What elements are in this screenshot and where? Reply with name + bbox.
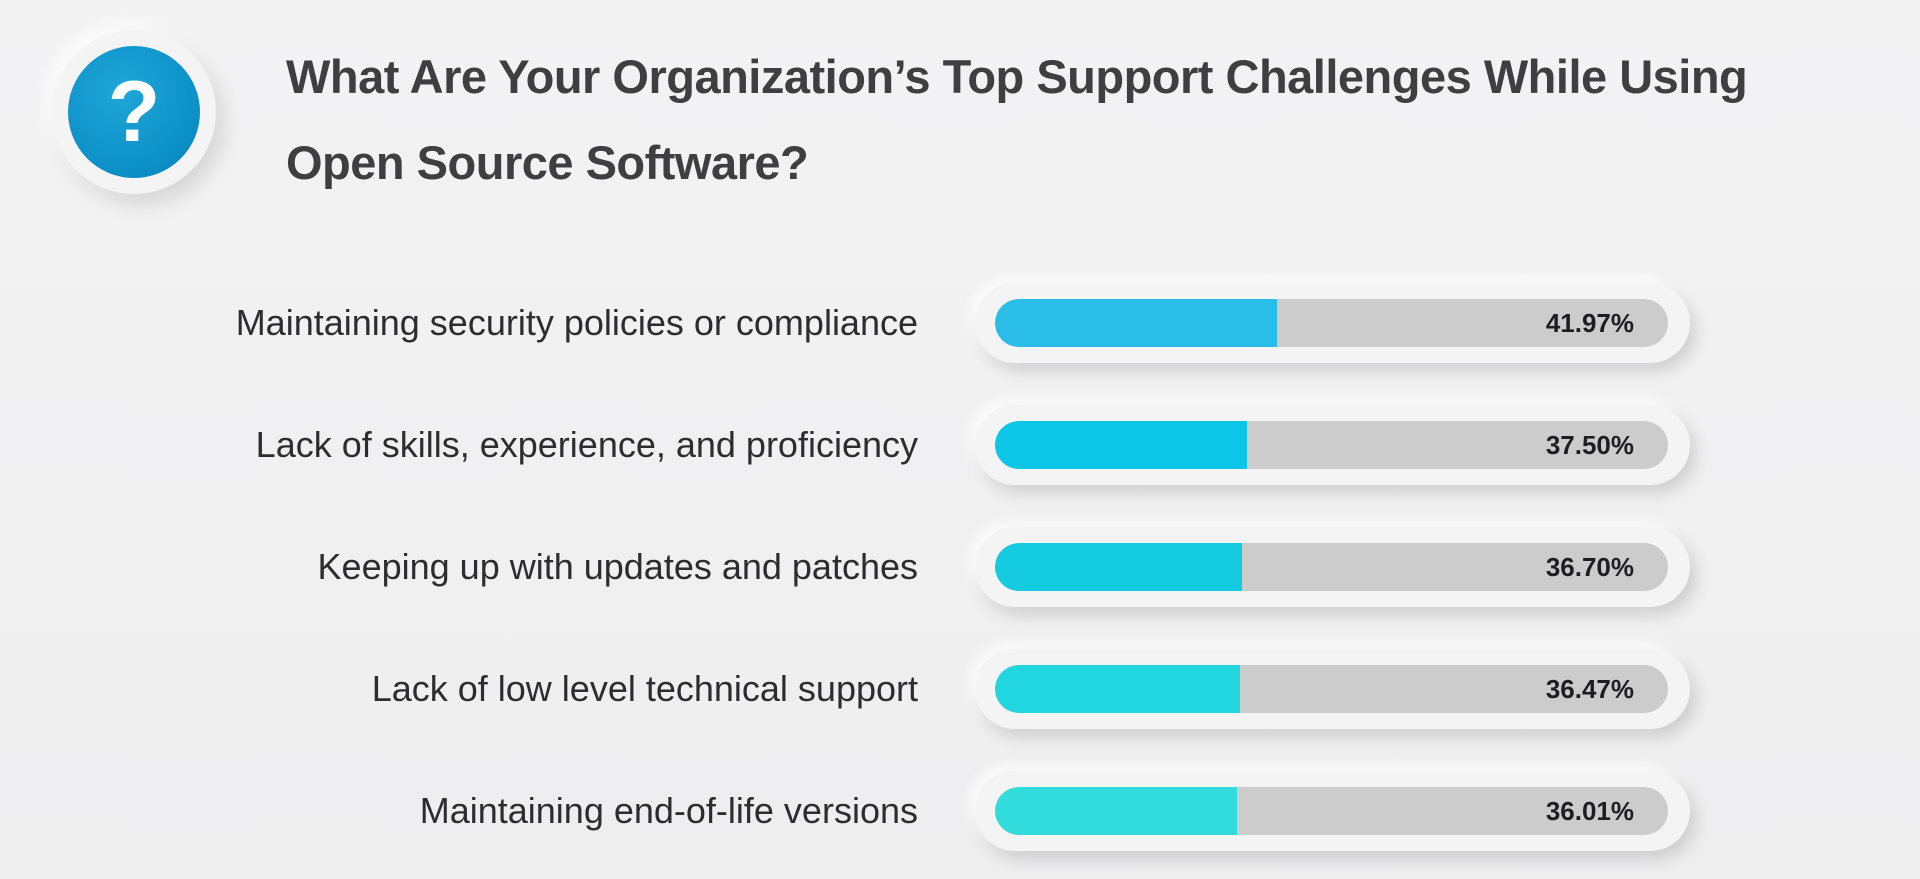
bar-value-label: 41.97%	[1545, 308, 1634, 338]
bar-track: 36.70%	[995, 543, 1668, 591]
bar-track: 41.97%	[995, 299, 1668, 347]
bar-track-frame: 36.01%	[975, 771, 1690, 851]
bar-category-label: Maintaining security policies or complia…	[235, 302, 918, 343]
bar-category-label: Keeping up with updates and patches	[317, 546, 918, 587]
bar-fill	[995, 299, 1277, 347]
bar-value-label: 37.50%	[1545, 430, 1634, 460]
bar-category-label: Lack of skills, experience, and proficie…	[255, 424, 918, 465]
question-mark-icon: ?	[68, 46, 200, 178]
chart-title: What Are Your Organization’s Top Support…	[286, 50, 1748, 189]
bar-track-frame: 36.47%	[975, 649, 1690, 729]
bar-track: 36.01%	[995, 787, 1668, 835]
bar-track-frame: 41.97%	[975, 283, 1690, 363]
bar-fill	[995, 665, 1240, 713]
bar-track-frame: 37.50%	[975, 405, 1690, 485]
bar-track-frame: 36.70%	[975, 527, 1690, 607]
bar-category-label: Maintaining end-of-life versions	[419, 790, 918, 831]
bar-fill	[995, 421, 1247, 469]
bar-value-label: 36.47%	[1545, 674, 1634, 704]
bar-fill	[995, 787, 1237, 835]
bar-value-label: 36.70%	[1545, 552, 1634, 582]
question-mark-glyph: ?	[107, 64, 161, 160]
bar-track: 36.47%	[995, 665, 1668, 713]
bar-value-label: 36.01%	[1545, 796, 1634, 826]
bar-fill	[995, 543, 1242, 591]
bar-track: 37.50%	[995, 421, 1668, 469]
question-badge: ?	[52, 30, 216, 194]
bar-category-label: Lack of low level technical support	[371, 668, 918, 709]
